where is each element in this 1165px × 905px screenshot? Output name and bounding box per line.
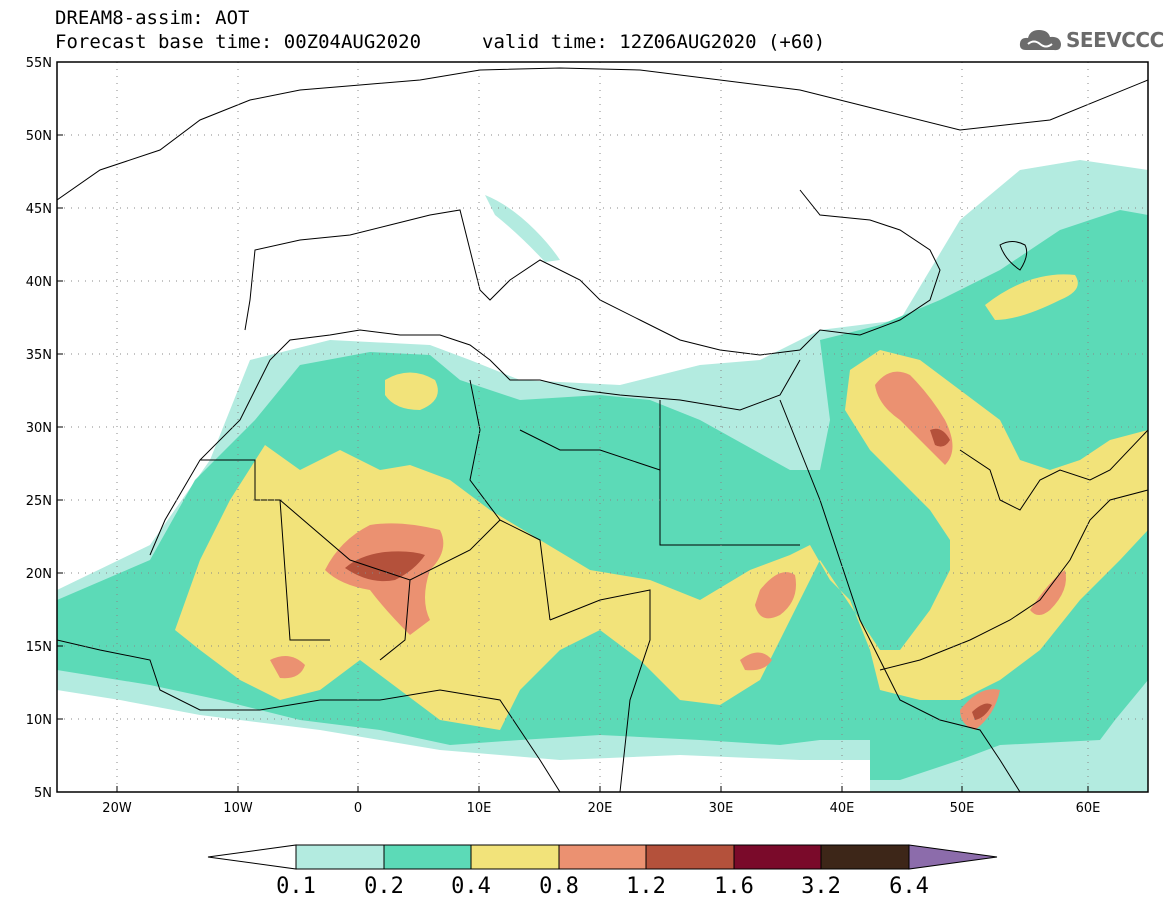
lon-labels: 20W 10W 0 10E 20E 30E 40E 50E 60E [102,801,1100,816]
lat-tick-label: 25N [26,494,52,509]
map-title: DREAM8-assim: AOT [55,7,250,29]
lat-tick-label: 15N [26,640,52,655]
aot-band-0.8-oman [1030,570,1066,615]
cloud-logo-icon [1019,30,1061,51]
lat-tick-label: 5N [34,786,52,801]
lon-tick-label: 40E [830,801,855,816]
aot-band-1.2-iraq [930,428,950,447]
aot-band-0.4-caspian [985,274,1078,320]
logo-text: SEEVCCC [1066,28,1164,52]
valid-time: valid time: 12Z06AUG2020 (+60) [482,31,826,53]
lon-tick-label: 60E [1076,801,1101,816]
colorbar-label: 0.8 [539,874,579,899]
colorbar-segment [558,844,647,870]
aot-band-0.8-mali [270,656,305,679]
lat-tick-label: 55N [26,56,52,71]
colorbar-label: 0.2 [364,874,404,899]
lon-tick-label: 20E [588,801,613,816]
colorbar-high-arrow [908,844,998,870]
aot-band-0.8-iraq [875,371,953,465]
aot-band-0.1-adriatic [485,195,560,262]
aot-band-0.8-sudan [755,572,796,619]
lat-tick-label: 30N [26,421,52,436]
lon-tick-label: 10W [223,801,253,816]
lat-tick-label: 10N [26,713,52,728]
colorbar-label: 0.4 [451,874,491,899]
colorbar: 0.1 0.2 0.4 0.8 1.2 1.6 3.2 6.4 [207,844,998,899]
lon-tick-label: 20W [102,801,132,816]
aot-band-0.4 [175,350,1148,730]
tick-marks [57,61,1089,793]
lat-tick-label: 45N [26,202,52,217]
colorbar-label: 3.2 [801,874,841,899]
colorbar-segment [470,844,560,870]
aot-contours [57,160,1148,792]
colorbar-label: 1.2 [626,874,666,899]
colorbar-low-arrow [207,844,297,870]
grid-lines [57,62,1148,792]
aot-band-0.4-atlas [385,372,438,410]
lon-tick-label: 0 [354,801,362,816]
colorbar-segment [645,844,735,870]
aot-band-0.8-chad [740,652,772,671]
seevccc-logo: SEEVCCC [1018,24,1164,56]
lat-tick-label: 35N [26,348,52,363]
aot-band-1.2-somalia [972,703,992,720]
colorbar-segment [733,844,822,870]
colorbar-label: 6.4 [889,874,929,899]
lon-tick-label: 50E [950,801,975,816]
lat-tick-label: 40N [26,275,52,290]
lon-tick-label: 30E [709,801,734,816]
lon-tick-label: 10E [467,801,492,816]
colorbar-label: 0.1 [276,874,316,899]
lat-labels: 55N 50N 45N 40N 35N 30N 25N 20N 15N 10N … [26,56,52,801]
colorbar-segment [295,844,385,870]
aot-band-1.2 [345,551,425,582]
lat-tick-label: 20N [26,567,52,582]
forecast-base-time: Forecast base time: 00Z04AUG2020 [55,31,422,53]
colorbar-label: 1.6 [714,874,754,899]
colorbar-segment [383,844,472,870]
lat-tick-label: 50N [26,129,52,144]
colorbar-segment [820,844,910,870]
